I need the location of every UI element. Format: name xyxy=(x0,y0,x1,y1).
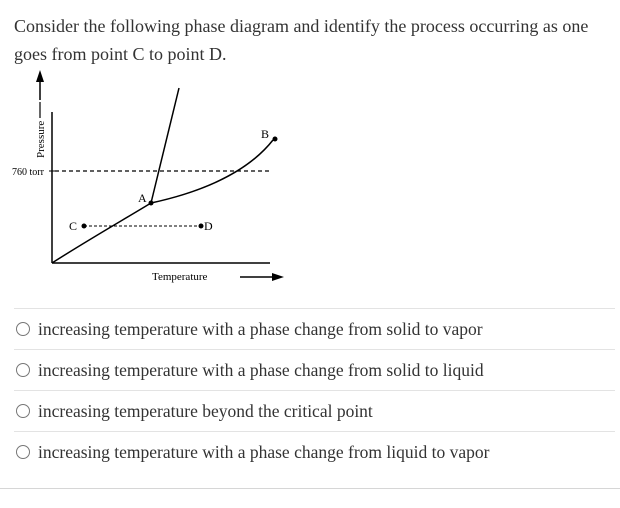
option-label[interactable]: increasing temperature with a phase chan… xyxy=(38,359,484,380)
point-a-marker xyxy=(148,200,154,206)
point-c-marker xyxy=(81,223,87,229)
y-axis-arrowhead xyxy=(36,70,44,82)
answer-option-1[interactable]: increasing temperature with a phase chan… xyxy=(14,308,615,349)
point-d-label: D xyxy=(204,219,213,233)
answer-option-4[interactable]: increasing temperature with a phase chan… xyxy=(14,431,615,472)
answer-option-2[interactable]: increasing temperature with a phase chan… xyxy=(14,349,615,390)
answer-options: increasing temperature with a phase chan… xyxy=(14,308,615,472)
option-label[interactable]: increasing temperature beyond the critic… xyxy=(38,400,373,421)
bottom-divider xyxy=(0,488,620,489)
point-d-marker xyxy=(198,223,204,229)
liquid-vapor-curve xyxy=(150,139,274,204)
radio-button[interactable] xyxy=(16,404,30,418)
point-b-marker xyxy=(272,136,278,142)
point-b-label: B xyxy=(261,127,269,141)
y-axis-label: Pressure xyxy=(35,121,47,158)
phase-diagram: Pressure 760 torr A B C D Temperature xyxy=(12,70,284,283)
x-axis-arrowhead xyxy=(272,273,284,281)
point-a-label: A xyxy=(138,191,147,205)
point-c-label: C xyxy=(69,219,77,233)
answer-option-3[interactable]: increasing temperature beyond the critic… xyxy=(14,390,615,431)
option-label[interactable]: increasing temperature with a phase chan… xyxy=(38,318,483,339)
option-label[interactable]: increasing temperature with a phase chan… xyxy=(38,441,490,462)
solid-liquid-line xyxy=(150,87,180,204)
solid-vapor-curve xyxy=(51,202,152,264)
radio-button[interactable] xyxy=(16,445,30,459)
radio-button[interactable] xyxy=(16,322,30,336)
x-axis-label: Temperature xyxy=(152,271,208,283)
question-text: Consider the following phase diagram and… xyxy=(14,16,589,64)
pressure-reference-label: 760 torr xyxy=(12,167,45,178)
radio-button[interactable] xyxy=(16,363,30,377)
